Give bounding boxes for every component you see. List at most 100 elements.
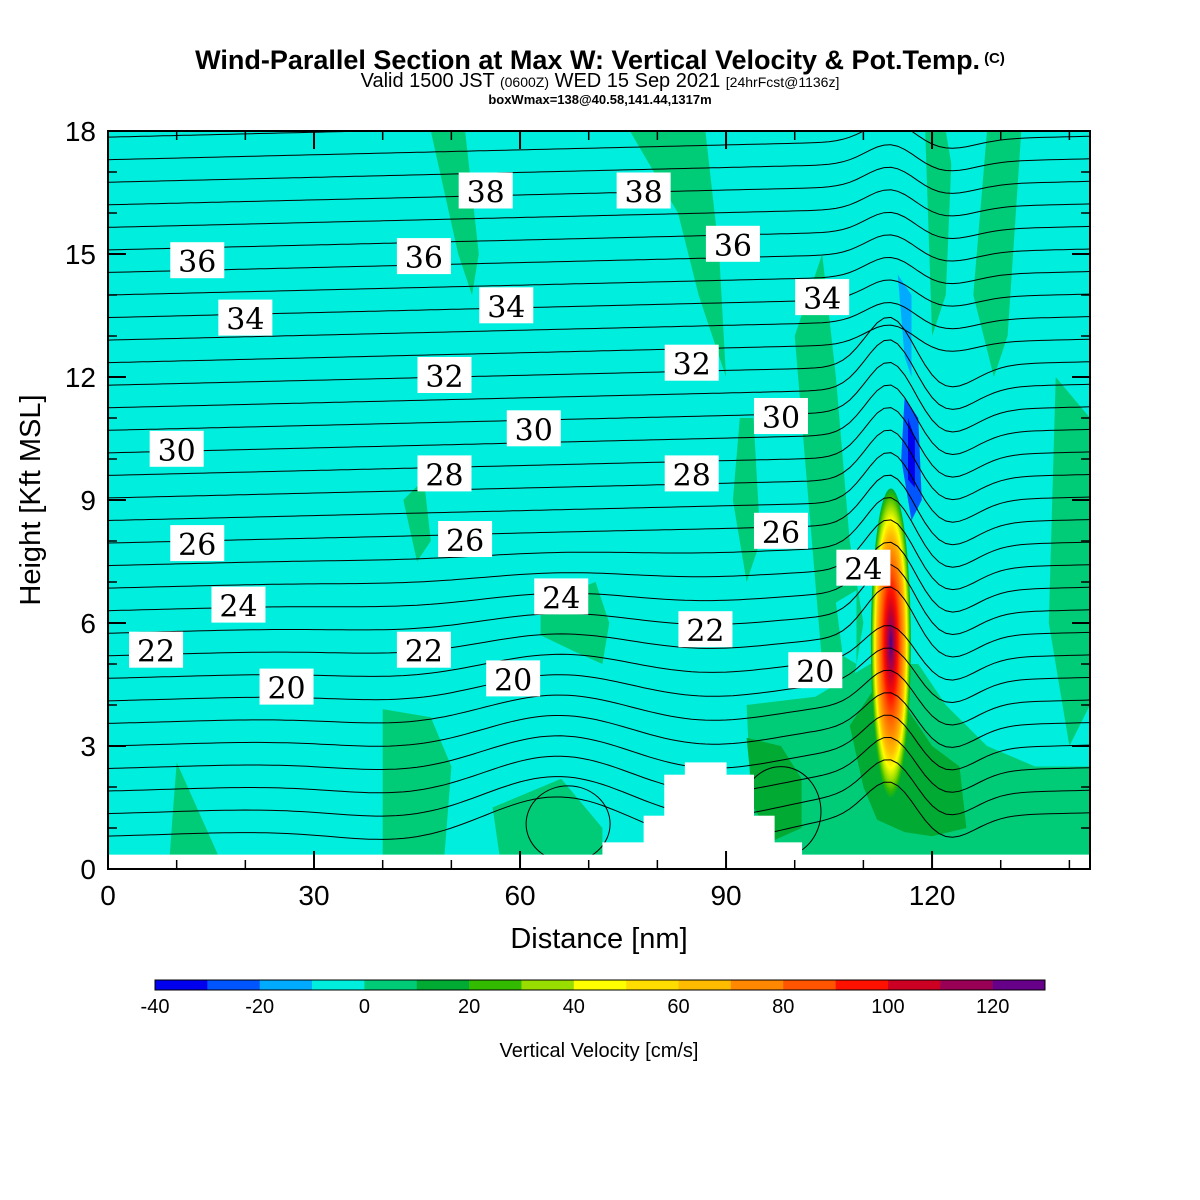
theta-label-box xyxy=(396,238,451,275)
theta-label-box xyxy=(438,521,493,557)
theta-label: 38 xyxy=(467,176,505,211)
w-region xyxy=(794,254,864,705)
colorbar-swatch xyxy=(469,980,522,990)
y-axis-title: Height [Kft MSL] xyxy=(15,394,47,605)
boxwmax-note: boxWmax=138@40.58,141.44,1317m xyxy=(488,92,712,107)
colorbar-swatch xyxy=(521,980,575,990)
theta-isentrope xyxy=(108,692,1090,748)
colorbar-swatch xyxy=(626,980,679,990)
theta-label-box xyxy=(486,660,541,697)
theta-label: 30 xyxy=(762,401,800,436)
colorbar-swatch xyxy=(730,980,784,990)
theta-isentrope xyxy=(108,144,1090,183)
terrain-block xyxy=(774,842,803,869)
theta-isentrope xyxy=(108,316,1090,388)
w-region xyxy=(629,131,726,377)
theta-isentrope xyxy=(108,234,1090,273)
colorbar-tick-label: 20 xyxy=(458,996,480,1018)
terrain-block xyxy=(643,815,665,869)
theta-isentrope xyxy=(108,497,1090,568)
theta-isentrope xyxy=(108,166,1090,206)
theta-isentrope xyxy=(108,302,1090,341)
theta-label: 32 xyxy=(425,360,463,395)
colorbar-swatch xyxy=(573,980,627,990)
theta-label-box xyxy=(534,578,589,615)
theta-label-box xyxy=(396,631,451,668)
theta-isentrope xyxy=(108,131,1090,161)
colorbar: -40 -20 0 20 40 60 80 100 120 xyxy=(141,979,1046,1018)
theta-label-box xyxy=(129,631,184,668)
w-region xyxy=(732,418,761,582)
terrain-block xyxy=(108,854,603,869)
theta-label-box xyxy=(795,279,850,316)
colorbar-tick-label: 80 xyxy=(772,996,794,1018)
theta-isentrope xyxy=(108,586,1090,658)
y-tick-label: 15 xyxy=(65,239,96,270)
theta-label: 36 xyxy=(178,245,216,280)
updraft-core xyxy=(870,488,911,799)
w-region xyxy=(169,762,218,855)
theta-label-box xyxy=(705,225,760,262)
theta-label: 28 xyxy=(673,458,711,493)
theta-isentrope xyxy=(108,781,1090,841)
theta-isentrope xyxy=(108,189,1090,228)
colorbar-tick-label: 120 xyxy=(976,996,1009,1018)
colorbar-swatch xyxy=(887,980,941,990)
colorbar-tick-label: 100 xyxy=(871,996,904,1018)
colorbar-tick-label: 60 xyxy=(667,996,689,1018)
theta-label-box xyxy=(506,410,561,447)
w-region xyxy=(1048,377,1090,746)
x-axis-title: Distance [nm] xyxy=(510,923,687,955)
x-tick-label: 0 xyxy=(100,880,116,911)
theta-label: 22 xyxy=(137,635,175,670)
theta-label: 34 xyxy=(487,290,525,325)
w-region xyxy=(973,131,1022,377)
theta-label-box xyxy=(788,652,843,689)
y-tick-label: 0 xyxy=(80,854,96,885)
colorbar-title: Vertical Velocity [cm/s] xyxy=(500,1040,699,1062)
w-region xyxy=(897,274,912,377)
theta-label: 36 xyxy=(714,229,752,264)
theta-label-box xyxy=(170,525,225,562)
theta-label-box xyxy=(664,455,719,492)
theta-label-box xyxy=(259,668,314,705)
theta-label: 26 xyxy=(762,516,800,551)
theta-label: 24 xyxy=(542,581,580,616)
theta-label-box xyxy=(149,430,204,467)
theta-isentrope xyxy=(108,474,1090,546)
colorbar-swatch xyxy=(155,980,208,990)
x-tick-label: 60 xyxy=(504,880,535,911)
theta-isentrope xyxy=(108,324,1090,364)
x-tick-label: 120 xyxy=(909,880,956,911)
theta-label: 34 xyxy=(226,303,264,338)
theta-label: 20 xyxy=(267,672,305,707)
w-region xyxy=(403,479,431,562)
terrain-block xyxy=(753,815,775,869)
colorbar-tick-label: 40 xyxy=(563,996,585,1018)
theta-label: 22 xyxy=(686,614,724,649)
terrain-block xyxy=(801,854,1090,869)
terrain-block xyxy=(664,774,686,869)
w-region xyxy=(908,418,915,488)
colorbar-swatch xyxy=(678,980,732,990)
colorbar-frame xyxy=(154,979,1046,991)
theta-isentrope xyxy=(108,339,1090,410)
theta-label: 28 xyxy=(425,458,463,493)
theta-label: 24 xyxy=(219,590,257,625)
theta-label: 20 xyxy=(494,663,532,698)
y-tick-label: 6 xyxy=(80,608,96,639)
theta-label: 24 xyxy=(844,553,882,588)
colorbar-swatch xyxy=(207,980,261,990)
w-region xyxy=(430,131,479,295)
theta-isentrope xyxy=(108,541,1090,613)
theta-label-box xyxy=(836,549,891,586)
theta-label: 26 xyxy=(446,524,484,559)
theta-label-box xyxy=(458,172,513,209)
theta-isentrope xyxy=(108,564,1090,636)
theta-label-box xyxy=(616,172,671,209)
theta-label: 30 xyxy=(158,434,196,469)
theta-isentrope xyxy=(108,452,1090,523)
theta-isentrope xyxy=(108,736,1090,794)
theta-isentrope xyxy=(108,714,1090,771)
theta-label: 26 xyxy=(178,528,216,563)
